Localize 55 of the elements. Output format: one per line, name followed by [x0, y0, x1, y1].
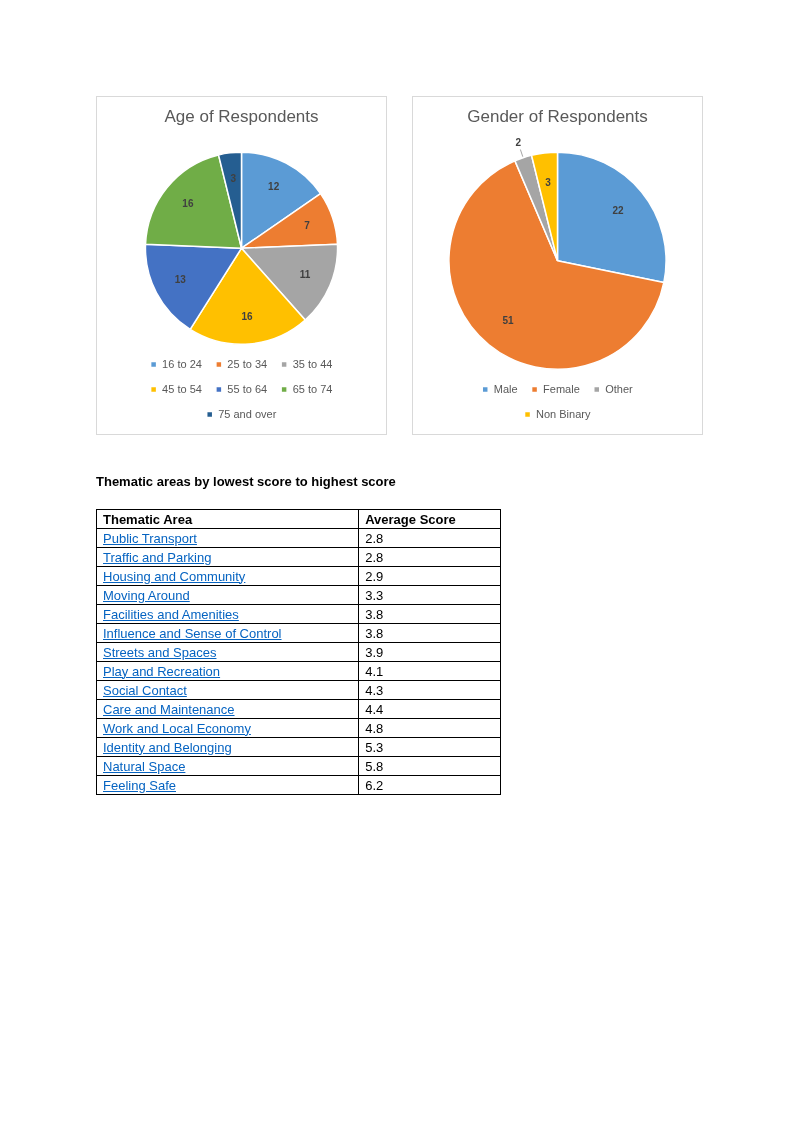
- data-label: 4.8: [358, 718, 501, 738]
- category-label: Influence and Sense of Control: [96, 623, 359, 643]
- category-label: Social Contact: [96, 680, 359, 700]
- data-label: 3.8: [358, 623, 501, 643]
- legend-label: Non Binary: [536, 407, 591, 420]
- legend-label: 35 to 44: [292, 357, 333, 370]
- legend-label: 55 to 64: [227, 382, 268, 395]
- category-label: Identity and Belonging: [96, 737, 359, 757]
- legend-label: Female: [543, 382, 580, 395]
- data-label: 3: [230, 173, 237, 185]
- data-label: 13: [174, 274, 187, 286]
- data-label: 22: [612, 205, 625, 217]
- category-label: Traffic and Parking: [96, 547, 359, 567]
- category-label: Moving Around: [96, 585, 359, 605]
- data-label: 4.1: [358, 661, 501, 681]
- data-label: 2: [515, 137, 522, 149]
- chart-title: Gender of Respondents: [467, 106, 648, 126]
- category-label: Feeling Safe: [96, 775, 359, 795]
- data-label: 16: [182, 198, 194, 210]
- legend-label: 25 to 34: [227, 357, 268, 370]
- category-label: Facilities and Amenities: [96, 604, 359, 624]
- legend-label: Other: [605, 382, 634, 395]
- data-label: 12: [268, 180, 280, 192]
- category-label: Streets and Spaces: [96, 642, 359, 662]
- data-label: 11: [299, 269, 311, 281]
- text: Thematic Area: [96, 509, 359, 529]
- text: Average Score: [358, 509, 501, 529]
- data-label: 3.3: [358, 585, 501, 605]
- category-label: Public Transport: [96, 528, 359, 548]
- data-label: 7: [304, 220, 311, 232]
- data-label: 3.8: [358, 604, 501, 624]
- category-label: Play and Recreation: [96, 661, 359, 681]
- data-label: 2.8: [358, 547, 501, 567]
- data-label: 6.2: [358, 775, 501, 795]
- chart-title: Age of Respondents: [164, 106, 319, 126]
- data-label: 2.9: [358, 566, 501, 586]
- data-label: 16: [241, 310, 254, 322]
- data-label: 5.8: [358, 756, 501, 776]
- data-label: 51: [502, 314, 515, 326]
- data-label: 5.3: [358, 737, 501, 757]
- data-label: 3: [545, 176, 552, 188]
- category-label: Work and Local Economy: [96, 718, 359, 738]
- legend-label: 16 to 24: [162, 357, 202, 370]
- data-label: 4.3: [358, 680, 501, 700]
- data-label: 4.4: [358, 699, 501, 719]
- category-label: Natural Space: [96, 756, 359, 776]
- text: Thematic areas by lowest score to highest score: [96, 474, 397, 489]
- category-label: Care and Maintenance: [96, 699, 359, 719]
- data-label: 3.9: [358, 642, 501, 662]
- legend-label: Male: [493, 382, 518, 395]
- data-label: 2.8: [358, 528, 501, 548]
- category-label: Housing and Community: [96, 566, 359, 586]
- legend-label: 75 and over: [218, 407, 277, 420]
- legend-label: 65 to 74: [292, 382, 333, 395]
- legend-label: 45 to 54: [162, 382, 202, 395]
